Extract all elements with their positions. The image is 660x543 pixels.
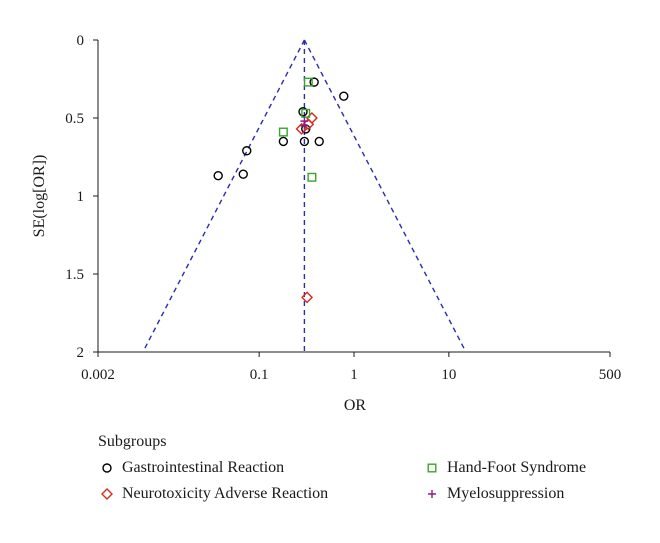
point-gastrointestinal-reaction [242, 146, 252, 156]
legend-symbol [102, 463, 112, 473]
point-myelosuppression [300, 121, 309, 130]
data-points [213, 77, 349, 304]
funnel-lines [142, 39, 467, 353]
y-tick-label: 1.5 [65, 267, 84, 283]
point-hand-foot-syndrome [278, 127, 288, 137]
legend-label: Myelosuppression [447, 485, 565, 502]
x-axis-title: OR [344, 397, 367, 414]
point-gastrointestinal-reaction [238, 169, 248, 179]
legend-title: Subgroups [98, 433, 167, 450]
legend-marker-neurotoxicity-adverse-reaction [101, 488, 113, 500]
point-gastrointestinal-reaction [309, 77, 319, 87]
legend-item-hand-foot-syndrome: Hand-Foot Syndrome [425, 459, 586, 477]
point-gastrointestinal-reaction [213, 171, 223, 181]
x-tick-label: 0.002 [81, 367, 115, 383]
legend-marker-myelosuppression [428, 490, 436, 498]
funnel-left-line [142, 39, 306, 353]
legend-item-gastrointestinal-reaction: Gastrointestinal Reaction [100, 459, 284, 477]
legend-symbol [427, 463, 437, 473]
y-tick-label: 2 [77, 345, 85, 361]
point-hand-foot-syndrome [307, 172, 317, 182]
y-tick-label: 0 [77, 33, 85, 49]
x-tick-label: 500 [599, 367, 622, 383]
legend-symbol [101, 488, 113, 500]
legend-symbol [428, 490, 436, 498]
funnel-right-line [303, 39, 467, 353]
point-hand-foot-syndrome [303, 77, 313, 87]
funnel-plot: 0 0.5 1 1.5 2 0.002 0.1 1 10 500 OR SE(log[OR]) [31, 33, 621, 414]
legend-marker-hand-foot-syndrome [427, 463, 437, 473]
point-gastrointestinal-reaction [299, 136, 310, 147]
x-tick-label: 0.1 [250, 367, 269, 383]
point-gastrointestinal-reaction [301, 124, 311, 134]
x-tick-label: 1 [350, 367, 358, 383]
legend: Subgroups Gastrointestinal Reaction Neuro… [98, 433, 658, 538]
point-gastrointestinal-reaction [278, 136, 289, 147]
x-tick-label: 10 [441, 367, 456, 383]
y-axis-title: SE(log[OR]) [31, 155, 48, 238]
legend-label: Gastrointestinal Reaction [122, 459, 285, 476]
legend-item-myelosuppression: Myelosuppression [425, 485, 564, 503]
point-gastrointestinal-reaction [339, 91, 349, 101]
legend-marker-gastrointestinal-reaction [102, 463, 112, 473]
legend-label: Neurotoxicity Adverse Reaction [122, 485, 329, 502]
y-tick-label: 1 [77, 189, 85, 205]
point-neurotoxicity-adverse-reaction [305, 112, 318, 124]
axes: 0 0.5 1 1.5 2 0.002 0.1 1 10 500 [65, 33, 621, 383]
y-tick-label: 0.5 [65, 111, 84, 127]
point-gastrointestinal-reaction [298, 107, 308, 117]
point-neurotoxicity-adverse-reaction [301, 291, 314, 304]
legend-item-neurotoxicity-adverse-reaction: Neurotoxicity Adverse Reaction [100, 485, 328, 503]
point-hand-foot-syndrome [301, 108, 311, 118]
legend-label: Hand-Foot Syndrome [447, 459, 587, 476]
point-gastrointestinal-reaction [314, 136, 324, 147]
